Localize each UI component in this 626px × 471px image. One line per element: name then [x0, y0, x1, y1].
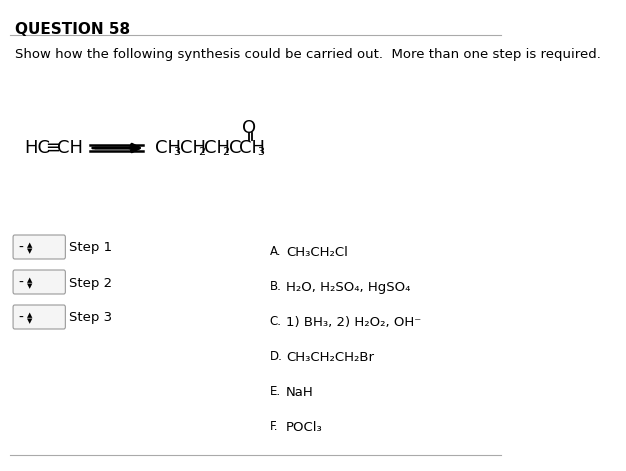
- Text: D.: D.: [270, 350, 282, 363]
- Text: ≡: ≡: [45, 139, 60, 157]
- Text: QUESTION 58: QUESTION 58: [14, 22, 130, 37]
- Text: 1) BH₃, 2) H₂O₂, OH⁻: 1) BH₃, 2) H₂O₂, OH⁻: [286, 316, 421, 329]
- Text: CH: CH: [155, 139, 181, 157]
- Text: C.: C.: [270, 315, 282, 328]
- Text: CH₃CH₂Cl: CH₃CH₂Cl: [286, 246, 348, 259]
- Text: -: -: [18, 276, 23, 290]
- Text: 2: 2: [198, 147, 205, 157]
- Text: Step 2: Step 2: [69, 276, 111, 290]
- Text: CH: CH: [180, 139, 206, 157]
- Text: NaH: NaH: [286, 386, 314, 399]
- Text: ▲: ▲: [27, 242, 33, 248]
- Text: 3: 3: [257, 147, 264, 157]
- Text: Step 1: Step 1: [69, 242, 111, 254]
- FancyBboxPatch shape: [13, 305, 65, 329]
- Text: B.: B.: [270, 280, 282, 293]
- FancyBboxPatch shape: [13, 235, 65, 259]
- Text: 2: 2: [222, 147, 229, 157]
- Text: F.: F.: [270, 420, 278, 433]
- Text: HC: HC: [24, 139, 51, 157]
- Text: CH: CH: [57, 139, 83, 157]
- Text: H₂O, H₂SO₄, HgSO₄: H₂O, H₂SO₄, HgSO₄: [286, 281, 410, 294]
- Text: -: -: [18, 311, 23, 325]
- Text: O: O: [242, 119, 256, 137]
- Text: E.: E.: [270, 385, 280, 398]
- Text: ▼: ▼: [27, 318, 33, 324]
- Text: Show how the following synthesis could be carried out.  More than one step is re: Show how the following synthesis could b…: [14, 48, 600, 61]
- Text: ▼: ▼: [27, 283, 33, 289]
- Text: A.: A.: [270, 245, 281, 258]
- Text: C: C: [228, 139, 241, 157]
- Text: -: -: [18, 241, 23, 255]
- FancyBboxPatch shape: [13, 270, 65, 294]
- Text: 3: 3: [173, 147, 180, 157]
- Text: ▲: ▲: [27, 312, 33, 318]
- Text: ▲: ▲: [27, 277, 33, 283]
- Text: ▼: ▼: [27, 248, 33, 254]
- Text: CH₃CH₂CH₂Br: CH₃CH₂CH₂Br: [286, 351, 374, 364]
- Text: POCl₃: POCl₃: [286, 421, 322, 434]
- Text: CH: CH: [239, 139, 265, 157]
- Text: CH: CH: [204, 139, 230, 157]
- Text: Step 3: Step 3: [69, 311, 111, 325]
